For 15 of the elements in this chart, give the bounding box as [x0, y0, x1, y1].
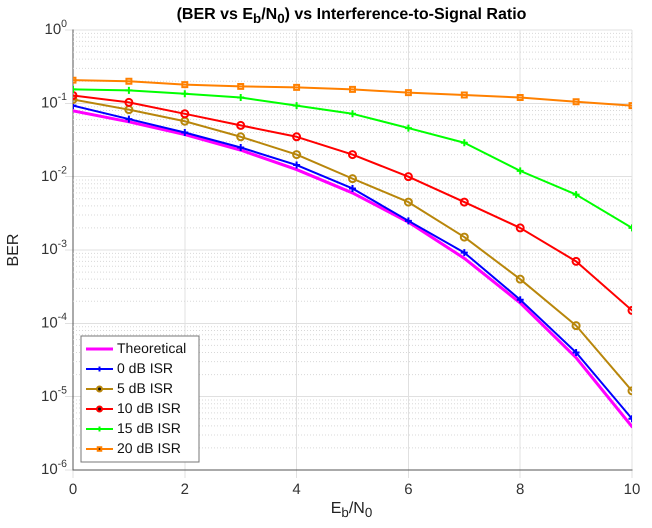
legend-label: 20 dB ISR: [117, 440, 181, 456]
legend-label: Theoretical: [117, 340, 186, 356]
x-tick-label: 4: [292, 481, 301, 498]
x-tick-label: 6: [404, 481, 413, 498]
x-axis-title: E$_{b}$/N$_{0}$: [330, 500, 374, 520]
x-tick-label: 8: [516, 481, 524, 498]
x-tick-label: 10: [624, 481, 640, 498]
legend-label: 15 dB ISR: [117, 420, 181, 436]
legend-label: 10 dB ISR: [117, 400, 181, 416]
x-tick-label: 2: [180, 481, 189, 498]
x-tick-label: 0: [68, 481, 78, 498]
legend-label: 5 dB ISR: [117, 380, 174, 396]
legend-label: 0 dB ISR: [117, 360, 174, 376]
chart-title: (BER vs E$_{b}$/N$_{0}$) vs Interference-to-Signal Ratio: [176, 6, 528, 26]
y-axis-title: BER: [5, 234, 22, 266]
